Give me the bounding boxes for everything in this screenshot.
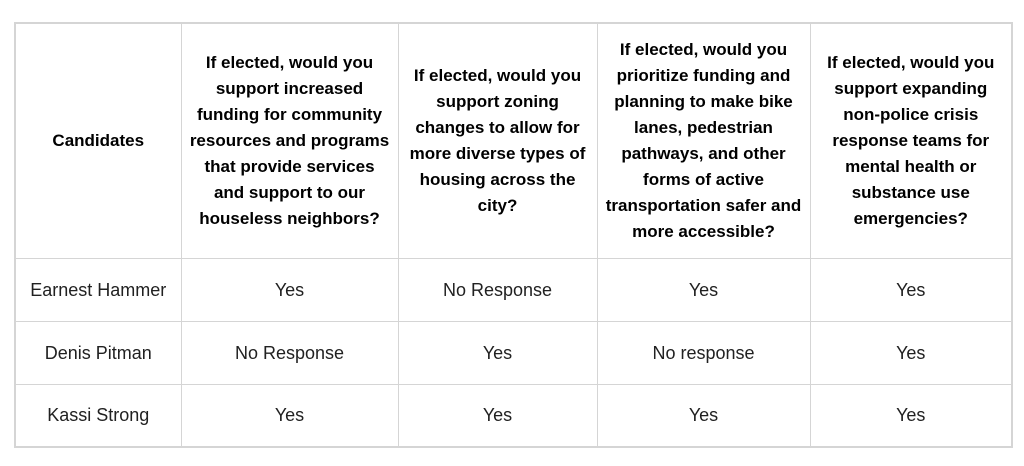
table-row-denis-pitman: Denis Pitman No Response Yes No response…: [14, 320, 1013, 385]
answer-cell: Yes: [809, 320, 1013, 385]
candidate-responses-table-container: Candidates If elected, would you support…: [14, 22, 1013, 448]
answer-cell: Yes: [397, 320, 598, 385]
column-header-candidates: Candidates: [14, 22, 182, 259]
answer-cell: Yes: [809, 383, 1013, 448]
column-header-question-crisis-response: If elected, would you support expanding …: [809, 22, 1013, 259]
answer-cell: Yes: [809, 257, 1013, 322]
column-header-question-active-transportation: If elected, would you prioritize funding…: [596, 22, 811, 259]
candidate-name: Earnest Hammer: [14, 257, 182, 322]
answer-cell: Yes: [180, 257, 399, 322]
candidate-responses-table: Candidates If elected, would you support…: [14, 22, 1013, 448]
answer-cell: Yes: [397, 383, 598, 448]
column-header-question-houseless-funding: If elected, would you support increased …: [180, 22, 399, 259]
table-row-earnest-hammer: Earnest Hammer Yes No Response Yes Yes: [14, 257, 1013, 322]
answer-cell: Yes: [596, 383, 811, 448]
answer-cell: Yes: [596, 257, 811, 322]
answer-cell: No Response: [397, 257, 598, 322]
answer-cell: Yes: [180, 383, 399, 448]
answer-cell: No Response: [180, 320, 399, 385]
table-row-kassi-strong: Kassi Strong Yes Yes Yes Yes: [14, 383, 1013, 448]
header-row: Candidates If elected, would you support…: [14, 22, 1013, 259]
column-header-question-zoning: If elected, would you support zoning cha…: [397, 22, 598, 259]
answer-cell: No response: [596, 320, 811, 385]
candidate-name: Denis Pitman: [14, 320, 182, 385]
candidate-name: Kassi Strong: [14, 383, 182, 448]
